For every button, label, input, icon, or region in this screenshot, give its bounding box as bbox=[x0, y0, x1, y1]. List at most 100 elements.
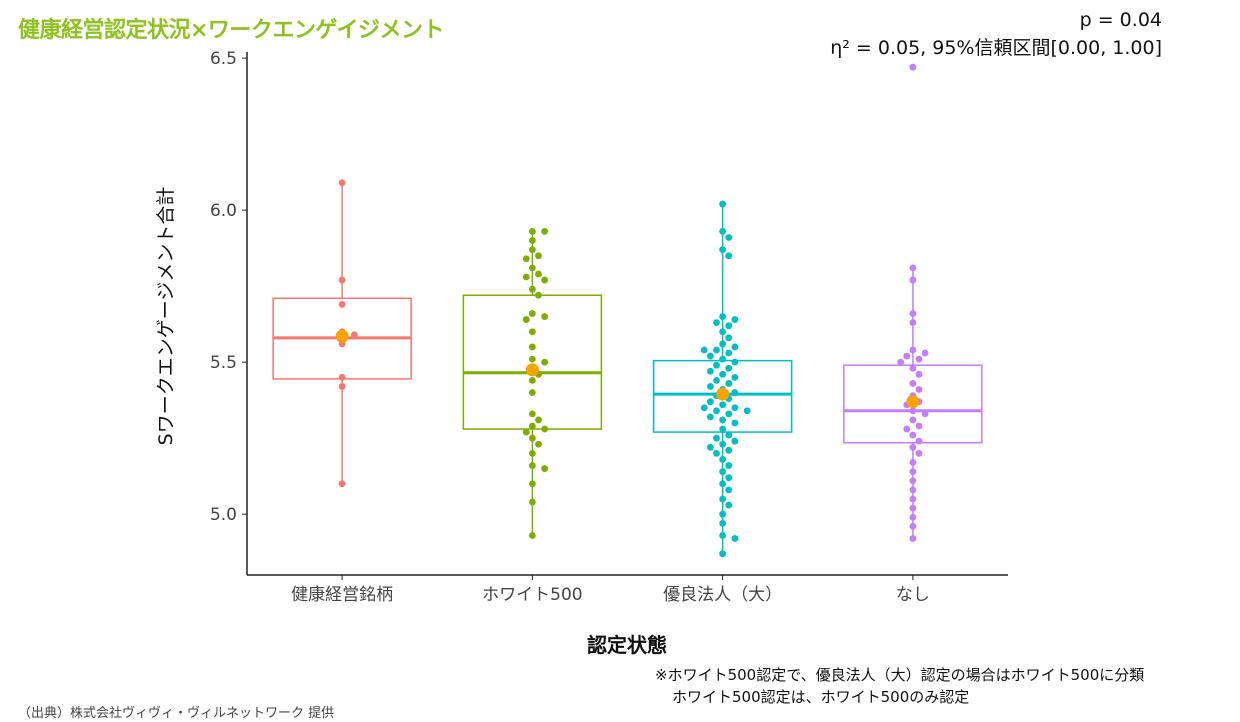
group-2-point bbox=[719, 519, 727, 527]
group-3-point bbox=[909, 264, 917, 272]
group-1-point bbox=[535, 416, 542, 424]
group-3-point bbox=[909, 513, 917, 521]
group-1-point bbox=[528, 376, 536, 384]
stats-annotation: p = 0.04 η² = 0.05, 95%信頼区間[0.00, 1.00] bbox=[830, 6, 1162, 62]
group-2-point bbox=[725, 410, 733, 418]
group-2-point bbox=[706, 413, 714, 421]
group-2-point bbox=[713, 319, 720, 327]
y-tick-label-2: 6.0 bbox=[210, 201, 237, 221]
y-tick-label-3: 6.5 bbox=[210, 49, 237, 69]
group-2-point bbox=[713, 449, 720, 457]
group-1-point bbox=[528, 462, 536, 469]
group-2-point bbox=[706, 383, 714, 390]
group-2-point bbox=[725, 462, 733, 469]
group-2-point bbox=[725, 234, 733, 241]
group-2-mean bbox=[716, 387, 730, 401]
group-2-point bbox=[719, 370, 727, 378]
group-1-point bbox=[528, 246, 536, 254]
group-2-point bbox=[719, 313, 727, 320]
group-2-point bbox=[731, 316, 739, 323]
group-2-point bbox=[719, 468, 727, 476]
group-2-point bbox=[719, 200, 727, 208]
group-3-point bbox=[909, 380, 917, 387]
group-3-point bbox=[909, 495, 917, 503]
group-2-point bbox=[713, 407, 720, 415]
group-2-point bbox=[700, 346, 708, 354]
group-3-point bbox=[909, 535, 917, 542]
group-1-point bbox=[541, 313, 549, 320]
eta-squared: η² = 0.05, 95%信頼区間[0.00, 1.00] bbox=[830, 37, 1162, 59]
group-3-point bbox=[909, 276, 917, 284]
group-1-point bbox=[528, 285, 536, 293]
group-2-point bbox=[731, 404, 739, 412]
group-3-point bbox=[921, 410, 929, 418]
footnote-line-1: ※ホワイト500認定で、優良法人（大）認定の場合はホワイト500に分類 bbox=[655, 666, 1145, 684]
group-3-point bbox=[909, 431, 917, 439]
group-3-point bbox=[909, 364, 917, 372]
group-2-point bbox=[713, 434, 720, 442]
plot-layer: 5.0 5.5 6.0 6.5 健康経営銘柄 ホワイト500 優良法人（大） なし bbox=[210, 49, 1008, 605]
group-1-point bbox=[541, 276, 549, 284]
group-3-mean bbox=[906, 395, 920, 409]
p-value: p = 0.04 bbox=[1079, 9, 1162, 31]
group-2-point bbox=[731, 389, 739, 396]
group-3-point bbox=[909, 346, 917, 354]
group-1-point bbox=[528, 410, 536, 418]
group-2-point bbox=[725, 486, 733, 494]
source-note: （出典）株式会社ヴィヴィ・ヴィルネットワーク 提供 bbox=[18, 706, 335, 721]
group-3-point bbox=[909, 407, 917, 415]
group-1-mean bbox=[525, 363, 539, 377]
group-2-point bbox=[706, 398, 714, 406]
group-0-mean bbox=[335, 329, 349, 343]
group-2-point bbox=[719, 401, 727, 409]
group-3-point bbox=[909, 477, 917, 485]
group-1-point bbox=[541, 358, 549, 366]
group-1-point bbox=[528, 480, 536, 488]
slide-title: 健康経営認定状況×ワークエンゲイジメント bbox=[18, 18, 445, 43]
group-2-point bbox=[719, 328, 727, 336]
group-3-point bbox=[915, 422, 923, 430]
group-2-point bbox=[719, 456, 727, 463]
group-3-point bbox=[909, 63, 917, 71]
group-2-point bbox=[725, 322, 733, 330]
group-2-point bbox=[719, 425, 727, 433]
group-2-point bbox=[719, 510, 727, 518]
y-axis-title: Sワークエンゲージメント合計 bbox=[155, 187, 177, 446]
group-0-point bbox=[338, 373, 346, 381]
group-1-point bbox=[528, 264, 536, 272]
group-2-point bbox=[743, 407, 751, 415]
group-3-point bbox=[915, 355, 923, 363]
x-tick-label-2: 優良法人（大） bbox=[663, 585, 782, 605]
group-1-point bbox=[528, 422, 536, 430]
group-2-point bbox=[731, 373, 739, 381]
group-2-point bbox=[731, 437, 739, 445]
group-1-point bbox=[528, 355, 536, 363]
group-3-point bbox=[915, 449, 923, 457]
group-0-point bbox=[338, 383, 346, 390]
group-2-point bbox=[706, 443, 714, 451]
group-3-point bbox=[897, 358, 905, 366]
footnote-line-2: ホワイト500認定は、ホワイト500のみ認定 bbox=[672, 688, 970, 706]
group-1-point bbox=[528, 498, 536, 506]
x-tick-label-1: ホワイト500 bbox=[482, 585, 582, 605]
group-1-point bbox=[528, 434, 536, 442]
footnote: ※ホワイト500認定で、優良法人（大）認定の場合はホワイト500に分類 ホワイト… bbox=[655, 664, 1144, 708]
group-2-point bbox=[731, 343, 739, 351]
group-1-point bbox=[541, 228, 549, 235]
group-2-point bbox=[700, 404, 708, 412]
group-1-point bbox=[528, 237, 536, 244]
group-2-point bbox=[719, 246, 727, 254]
y-tick-label-1: 5.5 bbox=[210, 353, 237, 373]
group-3-point bbox=[915, 386, 923, 393]
group-0-point bbox=[350, 331, 358, 339]
group-0-point bbox=[338, 179, 346, 187]
group-2-point bbox=[731, 419, 739, 427]
group-2-point bbox=[719, 355, 727, 363]
group-0-point bbox=[338, 480, 346, 488]
group-2-point bbox=[725, 431, 733, 439]
group-2-point bbox=[719, 495, 727, 503]
group-3-point bbox=[903, 425, 911, 433]
group-3-point bbox=[909, 310, 917, 317]
group-2-point bbox=[725, 446, 733, 454]
group-3-point bbox=[909, 468, 917, 476]
